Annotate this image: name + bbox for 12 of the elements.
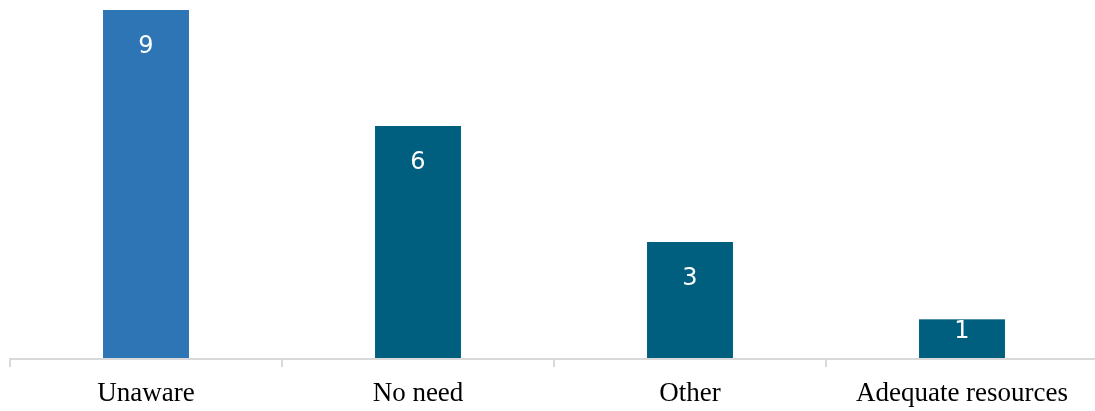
bar: [103, 10, 189, 358]
x-tick-label: Other: [659, 377, 721, 407]
data-label: 6: [410, 147, 426, 175]
bar: [919, 319, 1005, 358]
bar: [647, 242, 733, 358]
x-tick-label: Adequate resources: [855, 377, 1069, 407]
bar: [375, 126, 461, 358]
data-label: 1: [954, 316, 970, 345]
data-label: 3: [682, 263, 698, 291]
data-label: 9: [138, 31, 154, 59]
x-tick-label: No need: [372, 377, 464, 407]
x-tick-label: Unaware: [97, 377, 195, 407]
